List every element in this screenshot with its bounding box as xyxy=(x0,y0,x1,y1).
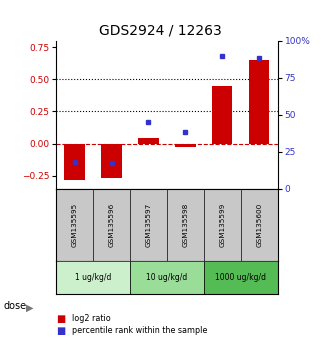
Bar xyxy=(204,261,278,294)
Text: GDS2924 / 12263: GDS2924 / 12263 xyxy=(99,23,222,37)
Bar xyxy=(65,144,85,179)
Bar xyxy=(212,86,232,144)
Text: 1000 ug/kg/d: 1000 ug/kg/d xyxy=(215,273,266,282)
Bar xyxy=(130,261,204,294)
Text: 1 ug/kg/d: 1 ug/kg/d xyxy=(75,273,111,282)
Text: ▶: ▶ xyxy=(26,302,34,312)
Text: dose: dose xyxy=(3,301,26,311)
Text: 10 ug/kg/d: 10 ug/kg/d xyxy=(146,273,187,282)
Bar xyxy=(138,138,159,144)
Text: log2 ratio: log2 ratio xyxy=(72,314,111,323)
Text: ■: ■ xyxy=(56,314,65,324)
Bar xyxy=(175,144,195,148)
Bar xyxy=(101,144,122,178)
Text: GSM135597: GSM135597 xyxy=(145,202,152,247)
Text: GSM135599: GSM135599 xyxy=(219,202,225,247)
Bar xyxy=(249,60,269,144)
Text: GSM135598: GSM135598 xyxy=(182,202,188,247)
Text: percentile rank within the sample: percentile rank within the sample xyxy=(72,326,208,336)
Text: GSM135595: GSM135595 xyxy=(72,202,78,247)
Text: GSM135596: GSM135596 xyxy=(108,202,115,247)
Bar xyxy=(56,261,130,294)
Text: GSM135600: GSM135600 xyxy=(256,202,262,247)
Text: ■: ■ xyxy=(56,326,65,336)
